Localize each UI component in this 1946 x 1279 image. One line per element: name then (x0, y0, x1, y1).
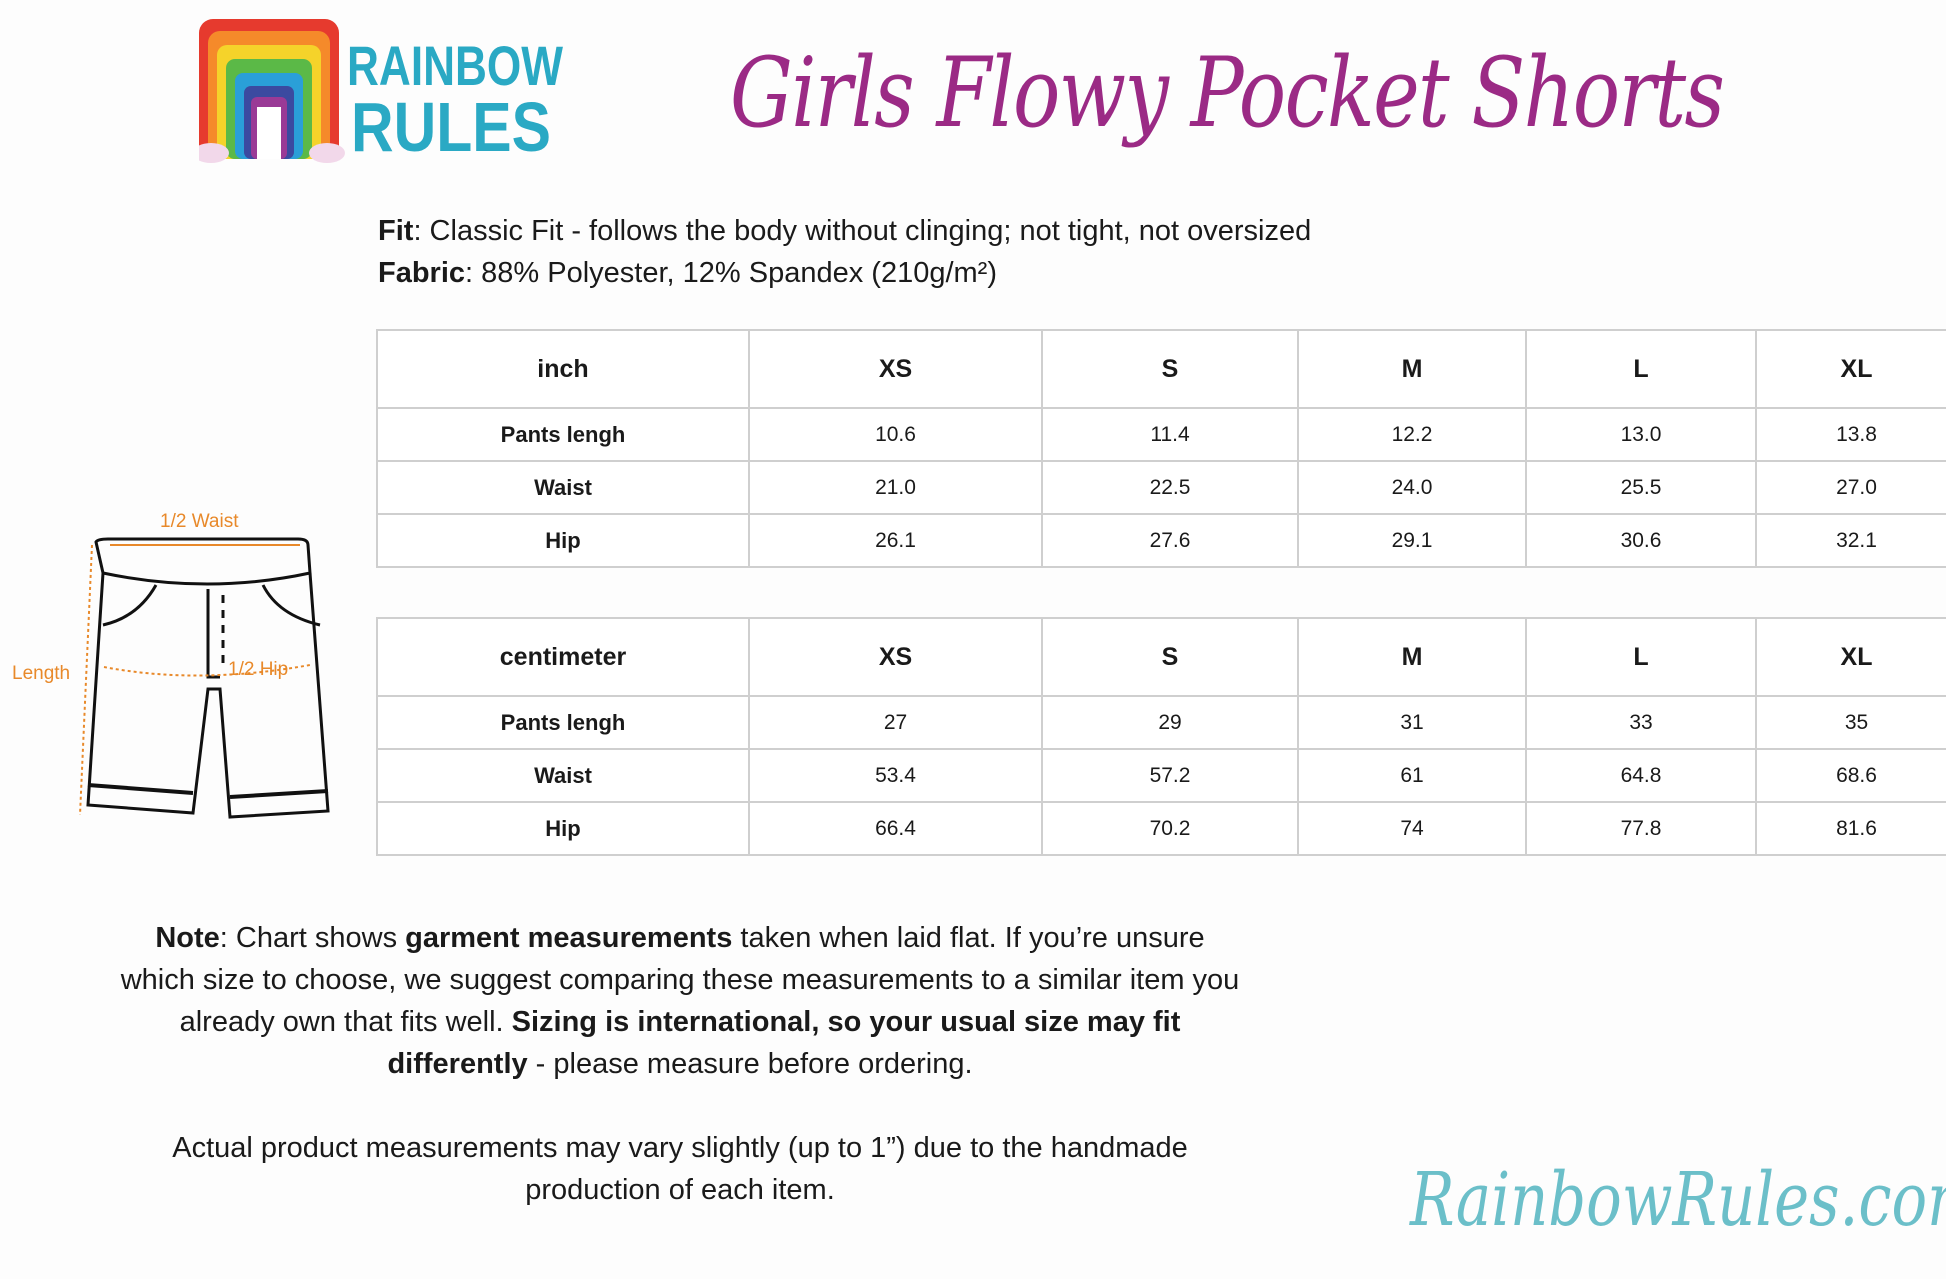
note-label: Note (155, 922, 220, 954)
table-row: Waist 21.0 22.5 24.0 25.5 27.0 (376, 460, 1946, 515)
size-header: XL (1755, 617, 1946, 697)
row-label: Waist (376, 460, 750, 515)
cell: 12.2 (1297, 407, 1527, 462)
svg-text:RULES: RULES (351, 88, 551, 164)
fit-text: : Classic Fit - follows the body without… (413, 215, 1312, 247)
table-row: Pants lengh 10.6 11.4 12.2 13.0 13.8 (376, 407, 1946, 462)
table-header-row: centimeter XS S M L XL (376, 617, 1946, 697)
note-paragraph: Note: Chart shows garment measurements t… (120, 917, 1240, 1085)
rainbow-rules-logo: RAINBOW RULES (193, 19, 569, 166)
cell: 29.1 (1297, 513, 1527, 568)
size-table-centimeter: centimeter XS S M L XL Pants lengh 27 29… (376, 617, 1946, 856)
rainbow-arch-icon (193, 19, 345, 163)
cell: 29 (1041, 695, 1299, 750)
cell: 61 (1297, 748, 1527, 803)
table-header-row: inch XS S M L XL (376, 329, 1946, 409)
size-header: XL (1755, 329, 1946, 409)
note-text: taken when laid flat. If you’re unsure w… (120, 922, 1240, 1038)
cell: 64.8 (1525, 748, 1757, 803)
cell: 13.0 (1525, 407, 1757, 462)
fabric-text: : 88% Polyester, 12% Spandex (210g/m²) (465, 257, 997, 289)
size-header: M (1297, 617, 1527, 697)
svg-text:RAINBOW: RAINBOW (347, 34, 563, 97)
row-label: Hip (376, 801, 750, 856)
note-bold: Sizing is international, so your usual s… (387, 1006, 1181, 1080)
cell: 35 (1755, 695, 1946, 750)
half-hip-label: 1/2 Hip (228, 659, 288, 680)
row-label: Pants lengh (376, 407, 750, 462)
cell: 24.0 (1297, 460, 1527, 515)
size-header: S (1041, 329, 1299, 409)
cell: 11.4 (1041, 407, 1299, 462)
cell: 27 (748, 695, 1043, 750)
unit-header: inch (376, 329, 750, 409)
disclaimer-paragraph: Actual product measurements may vary sli… (172, 1132, 1188, 1206)
cell: 25.5 (1525, 460, 1757, 515)
cell: 81.6 (1755, 801, 1946, 856)
cell: 53.4 (748, 748, 1043, 803)
table-row: Waist 53.4 57.2 61 64.8 68.6 (376, 748, 1946, 803)
row-label: Pants lengh (376, 695, 750, 750)
shorts-diagram: 1/2 Waist 1/2 Hip Length (8, 505, 338, 825)
size-table-inch: inch XS S M L XL Pants lengh 10.6 11.4 1… (376, 329, 1946, 568)
fit-label: Fit (378, 215, 414, 247)
cell: 68.6 (1755, 748, 1946, 803)
size-header: L (1525, 617, 1757, 697)
fabric-label: Fabric (378, 257, 466, 289)
unit-header: centimeter (376, 617, 750, 697)
row-label: Hip (376, 513, 750, 568)
note-bold: garment measurements (405, 922, 733, 954)
cell: 32.1 (1755, 513, 1946, 568)
cell: 27.0 (1755, 460, 1946, 515)
size-header: M (1297, 329, 1527, 409)
cell: 22.5 (1041, 460, 1299, 515)
half-waist-label: 1/2 Waist (160, 511, 239, 532)
size-header: XS (748, 329, 1043, 409)
cell: 31 (1297, 695, 1527, 750)
cell: 13.8 (1755, 407, 1946, 462)
cell: 26.1 (748, 513, 1043, 568)
cell: 57.2 (1041, 748, 1299, 803)
page-title: Girls Flowy Pocket Shorts (730, 37, 1725, 149)
cell: 66.4 (748, 801, 1043, 856)
table-row: Hip 66.4 70.2 74 77.8 81.6 (376, 801, 1946, 856)
cell: 10.6 (748, 407, 1043, 462)
cell: 70.2 (1041, 801, 1299, 856)
cell: 27.6 (1041, 513, 1299, 568)
note-text: - please measure before ordering. (527, 1048, 973, 1080)
cell: 74 (1297, 801, 1527, 856)
size-header: L (1525, 329, 1757, 409)
website-link[interactable]: RainbowRules.com (1410, 1157, 1946, 1243)
cell: 21.0 (748, 460, 1043, 515)
cell: 30.6 (1525, 513, 1757, 568)
fabric-line: Fabric: 88% Polyester, 12% Spandex (210g… (378, 257, 997, 290)
size-header: S (1041, 617, 1299, 697)
fit-line: Fit: Classic Fit - follows the body with… (378, 215, 1311, 248)
table-row: Pants lengh 27 29 31 33 35 (376, 695, 1946, 750)
row-label: Waist (376, 748, 750, 803)
size-header: XS (748, 617, 1043, 697)
note-text: : Chart shows (219, 922, 406, 954)
cell: 33 (1525, 695, 1757, 750)
cell: 77.8 (1525, 801, 1757, 856)
table-row: Hip 26.1 27.6 29.1 30.6 32.1 (376, 513, 1946, 568)
length-label: Length (12, 663, 70, 684)
